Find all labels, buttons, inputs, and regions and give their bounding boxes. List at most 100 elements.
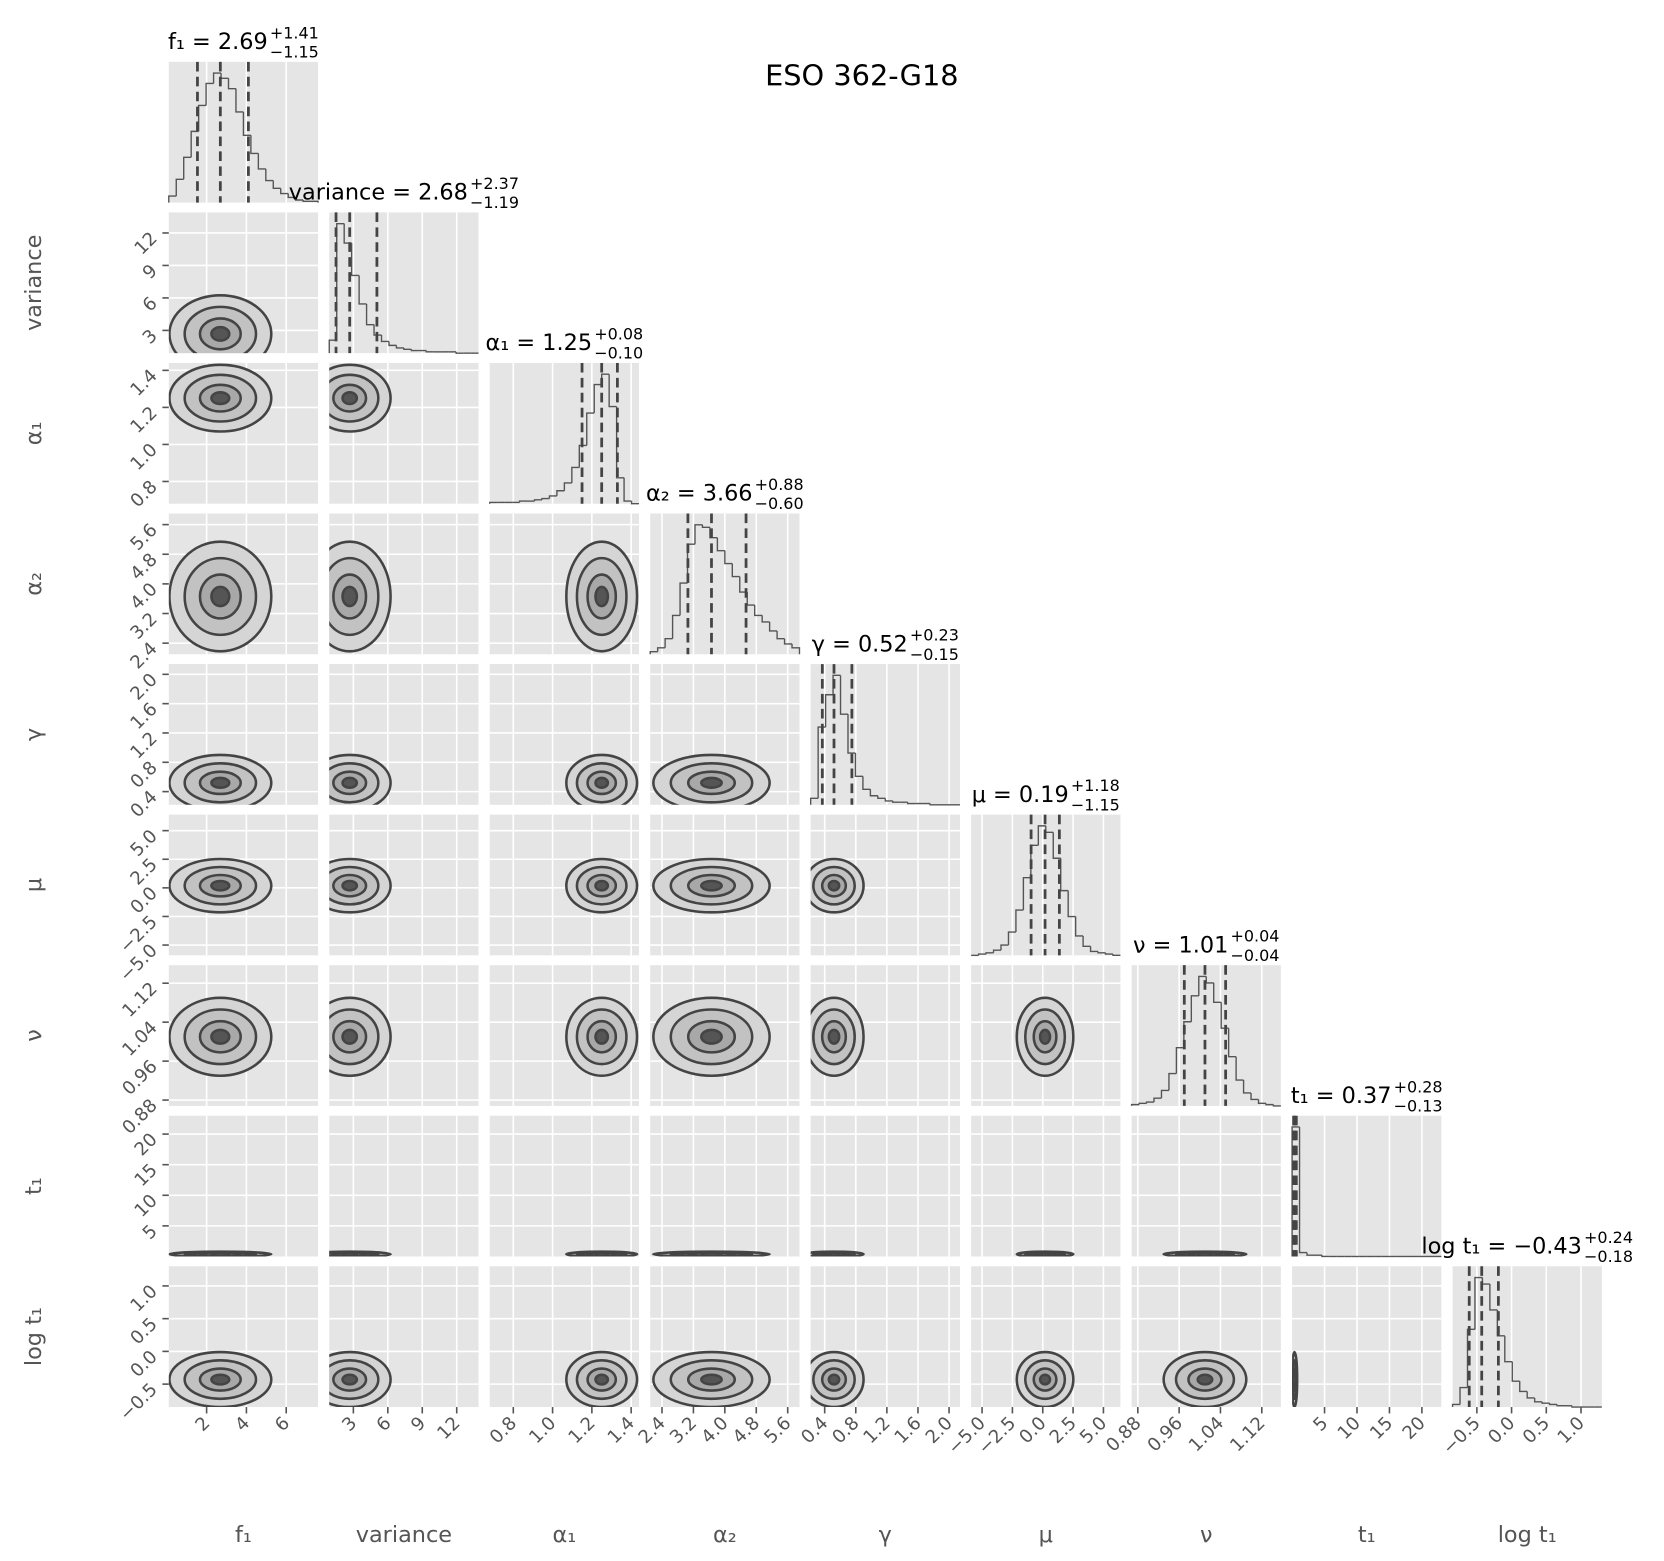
histogram-bin	[1571, 1405, 1580, 1408]
histogram-bin	[548, 495, 557, 499]
contours	[168, 363, 273, 433]
histogram-bin	[839, 675, 848, 715]
contour	[341, 776, 359, 789]
x-axis-label: ν	[1200, 1522, 1213, 1548]
histogram-bin	[212, 72, 222, 84]
histogram-bin	[593, 383, 602, 414]
x-axis-label: μ	[1039, 1522, 1053, 1548]
panel	[168, 1115, 319, 1257]
y-axis-label: γ	[21, 728, 47, 741]
contours	[329, 363, 392, 433]
histogram-bin	[1104, 952, 1113, 955]
histogram-bin	[571, 466, 580, 483]
contours	[1015, 1350, 1075, 1408]
histogram-bin	[977, 953, 987, 956]
x-axis-label: γ	[879, 1522, 892, 1548]
histogram-bin	[649, 650, 658, 655]
contour	[827, 1373, 841, 1386]
panel-title-main: f₁ = 2.69	[168, 29, 268, 55]
histogram-bin	[1112, 954, 1121, 957]
panel-title: μ = 0.19 +1.18−1.15	[972, 776, 1120, 814]
panel-title-main: variance = 2.68	[289, 180, 468, 206]
histogram-bin	[1526, 1391, 1535, 1399]
panel-title: α₁ = 1.25 +0.08−0.10	[486, 324, 644, 362]
contour	[1038, 1028, 1052, 1045]
histogram-bin	[175, 178, 184, 197]
histogram-bin	[1556, 1404, 1565, 1407]
histogram-bin	[1089, 946, 1099, 953]
histogram-bin	[328, 339, 337, 354]
histogram-bin	[227, 78, 236, 90]
contour	[827, 879, 841, 892]
panel-title: γ = 0.52 +0.23−0.15	[812, 626, 959, 664]
histogram-bin	[272, 180, 281, 190]
histogram-bin	[1306, 1252, 1315, 1256]
contour	[341, 391, 359, 406]
contours	[329, 753, 392, 805]
y-axis-label: μ	[21, 878, 47, 892]
histogram-bin	[1052, 832, 1061, 859]
histogram-bin	[1504, 1335, 1513, 1363]
contours	[329, 1250, 392, 1257]
histogram-bin	[1298, 1126, 1308, 1254]
histogram-bin	[877, 795, 886, 800]
histogram-bin	[809, 797, 819, 805]
histogram-bin	[380, 335, 389, 343]
panel	[810, 1115, 960, 1257]
histogram-bin	[761, 615, 770, 623]
panel-title-upper: +0.24	[1584, 1228, 1633, 1247]
histogram-bin	[701, 524, 710, 529]
contour	[594, 1028, 610, 1045]
contours	[810, 1350, 865, 1408]
histogram-bin	[656, 647, 666, 652]
contours	[1015, 996, 1075, 1078]
panel-title-lower: −0.04	[1230, 946, 1279, 965]
contour	[827, 1251, 841, 1257]
histogram-bin	[1489, 1284, 1498, 1311]
histogram-bin	[310, 200, 319, 203]
x-axis-label: α₁	[553, 1522, 577, 1548]
histogram-bin	[694, 524, 703, 545]
panel-title-main: α₂ = 3.66	[646, 481, 753, 507]
panel-title-main: log t₁ = −0.43	[1421, 1233, 1582, 1259]
contour	[210, 391, 231, 406]
histogram-bin	[1000, 944, 1009, 951]
histogram-bin	[1227, 1028, 1237, 1058]
histogram-bin	[630, 501, 640, 505]
y-axis-label: α₁	[21, 421, 47, 445]
histogram-bin	[403, 347, 412, 350]
contours	[1162, 1350, 1248, 1408]
contour	[700, 1028, 723, 1045]
panel-title-upper: +0.23	[910, 626, 959, 645]
panel-title: ν = 1.01 +0.04−0.04	[1133, 927, 1279, 965]
contours	[329, 1350, 392, 1408]
histogram-bin	[250, 135, 259, 155]
x-axis-label: f₁	[235, 1522, 252, 1548]
panel	[1292, 1266, 1442, 1408]
contours	[329, 857, 392, 914]
histogram-bin	[578, 444, 587, 468]
y-axis-label: ν	[21, 1029, 47, 1042]
histogram-bin	[257, 153, 266, 170]
histogram-bin	[1097, 951, 1106, 954]
contours	[565, 996, 639, 1078]
contour	[827, 1028, 841, 1045]
contours	[652, 996, 771, 1078]
histogram-bin	[1291, 1126, 1300, 1257]
contours	[168, 996, 273, 1077]
contour	[210, 879, 231, 892]
panel-title: variance = 2.68 +2.37−1.19	[289, 174, 519, 212]
contour	[341, 1251, 359, 1257]
panel-title-lower: −1.15	[270, 43, 319, 62]
panel-title-main: t₁ = 0.37	[1291, 1083, 1392, 1109]
histogram-bin	[754, 605, 763, 617]
histogram-bin	[265, 168, 274, 182]
histogram-bin	[1022, 876, 1031, 911]
histogram-bin	[1183, 1021, 1192, 1048]
histogram-bin	[294, 197, 304, 201]
histogram-bin	[190, 130, 199, 158]
histogram-bin	[1548, 1403, 1558, 1406]
histogram-bin	[1213, 982, 1222, 1004]
contour	[210, 325, 231, 342]
